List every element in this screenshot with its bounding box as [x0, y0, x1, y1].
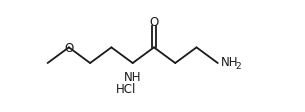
Text: NH: NH [124, 70, 142, 83]
Text: 2: 2 [235, 61, 241, 70]
Text: NH: NH [221, 55, 239, 68]
Text: HCl: HCl [115, 82, 136, 95]
Text: O: O [149, 16, 159, 29]
Text: O: O [64, 41, 74, 54]
